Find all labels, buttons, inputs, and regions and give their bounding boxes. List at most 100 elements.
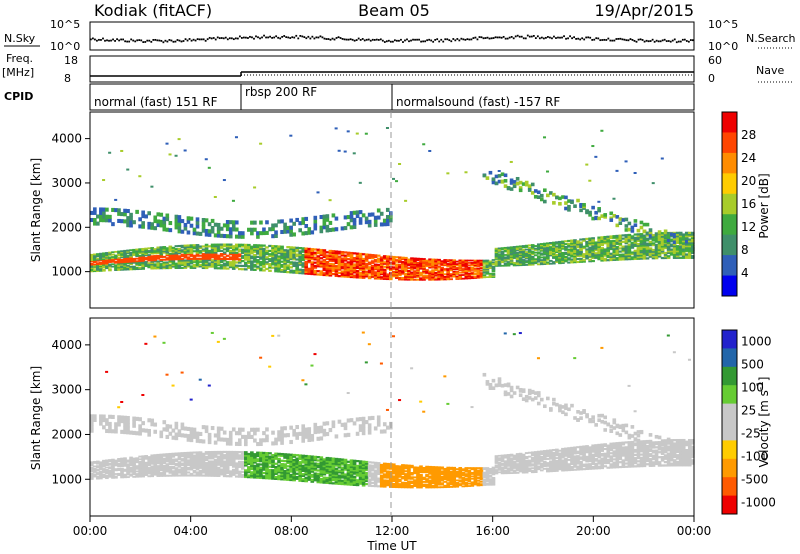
data-cell — [509, 258, 514, 261]
data-cell — [434, 271, 438, 274]
data-cell — [313, 474, 318, 477]
noise-point — [301, 35, 304, 38]
data-cell — [283, 473, 287, 476]
noise-point — [232, 38, 235, 41]
data-cell — [150, 262, 155, 265]
data-cell — [648, 253, 653, 257]
data-cell — [307, 261, 312, 264]
data-cell — [120, 255, 124, 258]
data-cell — [292, 467, 296, 470]
data-cell — [416, 271, 420, 274]
noise-point — [518, 35, 521, 38]
data-cell — [204, 452, 209, 455]
data-cell — [506, 252, 511, 255]
data-cell — [367, 481, 372, 484]
data-cell — [156, 459, 161, 462]
data-cell — [123, 219, 127, 224]
data-cell — [123, 208, 127, 213]
data-cell — [292, 246, 296, 249]
data-cell — [340, 466, 345, 469]
data-cell — [99, 210, 103, 216]
noise-point — [168, 39, 171, 41]
data-cell — [681, 233, 686, 236]
data-cell — [467, 275, 472, 277]
data-cell — [180, 474, 185, 477]
data-cell — [135, 248, 139, 251]
data-cell — [612, 242, 617, 246]
noise-point — [418, 38, 420, 41]
data-cell — [135, 431, 139, 436]
data-cell — [111, 466, 115, 468]
data-cell — [135, 473, 139, 476]
data-cell — [295, 472, 299, 475]
data-cell — [138, 462, 142, 465]
data-cell — [530, 245, 535, 248]
data-cell — [105, 472, 109, 475]
data-cell — [461, 271, 466, 274]
data-cell — [280, 219, 284, 224]
data-cell — [687, 248, 692, 251]
data-cell — [99, 256, 103, 258]
data-cell — [567, 257, 571, 260]
data-cell — [228, 458, 233, 462]
data-cell — [183, 460, 188, 464]
data-cell — [135, 458, 139, 461]
data-cell — [555, 253, 559, 256]
data-cell — [225, 223, 230, 228]
data-cell — [594, 210, 598, 215]
data-cell — [561, 247, 565, 250]
data-cell — [615, 223, 620, 228]
data-cell — [198, 466, 203, 469]
data-cell — [533, 258, 538, 261]
data-cell — [352, 152, 356, 155]
data-cell — [407, 274, 411, 277]
data-cell — [491, 262, 496, 265]
data-cell — [684, 245, 689, 248]
data-cell — [452, 268, 457, 270]
data-cell — [216, 257, 221, 260]
data-cell — [183, 250, 188, 253]
data-cell — [382, 276, 387, 279]
data-cell — [219, 450, 224, 454]
data-cell — [225, 243, 230, 246]
data-cell — [422, 259, 426, 262]
data-cell — [201, 245, 206, 248]
data-cell — [328, 465, 333, 468]
data-cell — [120, 262, 124, 265]
data-cell — [612, 257, 617, 260]
data-cell — [222, 471, 227, 474]
data-cell — [648, 250, 653, 253]
noise-point — [615, 38, 618, 40]
data-cell — [105, 257, 109, 260]
data-cell — [120, 471, 124, 474]
data-cell — [591, 205, 595, 210]
data-cell — [431, 271, 435, 274]
data-cell — [678, 253, 683, 256]
data-cell — [413, 270, 417, 273]
data-cell — [153, 422, 158, 427]
data-cell — [210, 248, 215, 251]
data-cell — [491, 180, 496, 185]
data-cell — [93, 475, 97, 478]
data-cell — [690, 256, 695, 259]
data-cell — [265, 460, 269, 463]
data-cell — [591, 253, 595, 257]
noise-point — [194, 39, 197, 42]
data-cell — [518, 188, 523, 193]
data-cell — [304, 463, 309, 466]
data-cell — [256, 476, 260, 479]
noise-point — [305, 37, 308, 40]
noise-point — [412, 38, 414, 41]
data-cell — [132, 430, 136, 435]
data-cell — [102, 258, 106, 260]
noise-point — [625, 39, 628, 42]
data-cell — [382, 222, 387, 227]
data-cell — [346, 266, 351, 269]
data-cell — [549, 242, 553, 244]
data-cell — [521, 262, 526, 265]
data-cell — [494, 258, 499, 260]
noise-point — [633, 39, 636, 42]
data-cell — [488, 272, 493, 275]
data-cell — [141, 475, 145, 478]
data-cell — [111, 259, 115, 262]
